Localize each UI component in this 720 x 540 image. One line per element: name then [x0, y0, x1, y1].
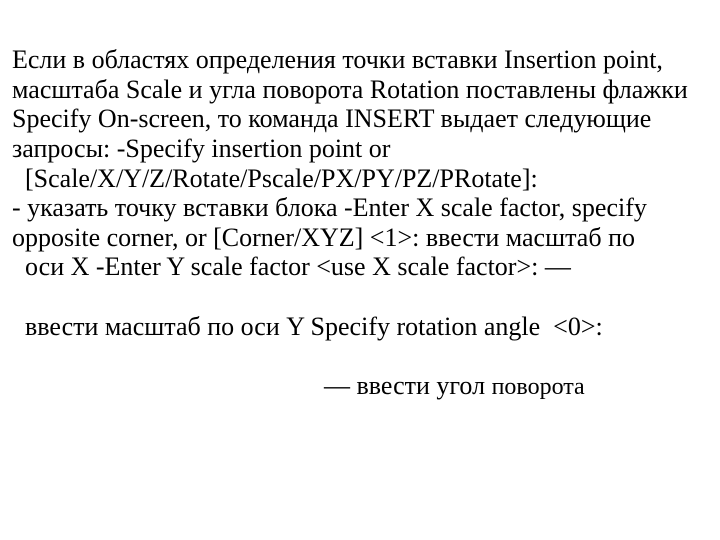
- document-continuation: ввести масштаб по оси Y Specify rotation…: [12, 282, 710, 401]
- last-line-prefix: — ввести угол: [25, 371, 492, 400]
- last-line-smaller: поворота: [492, 374, 585, 400]
- line-y-scale: ввести масштаб по оси Y Specify rotation…: [25, 312, 603, 341]
- document-main-paragraph: Если в областях определения точки вставк…: [12, 45, 710, 282]
